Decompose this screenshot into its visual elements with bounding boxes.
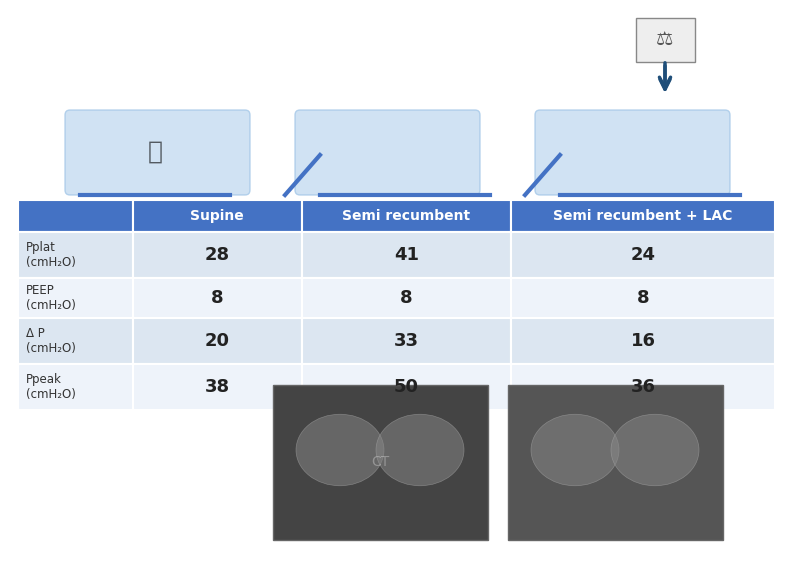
Ellipse shape	[376, 414, 464, 486]
FancyBboxPatch shape	[132, 232, 302, 278]
FancyBboxPatch shape	[132, 200, 302, 232]
FancyBboxPatch shape	[132, 278, 302, 318]
FancyBboxPatch shape	[18, 232, 132, 278]
Text: 38: 38	[204, 378, 230, 396]
Text: 33: 33	[394, 332, 419, 350]
Text: 8: 8	[637, 289, 649, 307]
Text: Δ P
(cmH₂O): Δ P (cmH₂O)	[26, 327, 76, 355]
FancyBboxPatch shape	[132, 318, 302, 364]
FancyBboxPatch shape	[295, 110, 480, 195]
Text: PEEP
(cmH₂O): PEEP (cmH₂O)	[26, 284, 76, 312]
FancyBboxPatch shape	[511, 200, 775, 232]
FancyBboxPatch shape	[18, 318, 132, 364]
Text: 41: 41	[394, 246, 419, 264]
Text: Pplat
(cmH₂O): Pplat (cmH₂O)	[26, 241, 76, 269]
Text: Semi recumbent + LAC: Semi recumbent + LAC	[554, 209, 733, 223]
FancyBboxPatch shape	[132, 364, 302, 410]
FancyBboxPatch shape	[302, 364, 511, 410]
Text: Supine: Supine	[190, 209, 244, 223]
Text: 20: 20	[204, 332, 230, 350]
FancyBboxPatch shape	[18, 200, 132, 232]
FancyBboxPatch shape	[18, 364, 132, 410]
FancyBboxPatch shape	[302, 232, 511, 278]
Text: CT: CT	[371, 455, 389, 469]
Ellipse shape	[531, 414, 619, 486]
FancyBboxPatch shape	[511, 364, 775, 410]
FancyBboxPatch shape	[511, 232, 775, 278]
FancyBboxPatch shape	[65, 110, 250, 195]
Text: Semi recumbent: Semi recumbent	[342, 209, 470, 223]
FancyBboxPatch shape	[273, 385, 488, 540]
Text: 8: 8	[400, 289, 413, 307]
Text: ⚖: ⚖	[657, 30, 674, 50]
FancyBboxPatch shape	[535, 110, 730, 195]
Ellipse shape	[611, 414, 699, 486]
Text: Ppeak
(cmH₂O): Ppeak (cmH₂O)	[26, 373, 76, 401]
Text: 50: 50	[394, 378, 419, 396]
FancyBboxPatch shape	[511, 278, 775, 318]
Text: 8: 8	[211, 289, 223, 307]
FancyBboxPatch shape	[302, 278, 511, 318]
FancyBboxPatch shape	[18, 278, 132, 318]
FancyBboxPatch shape	[511, 318, 775, 364]
FancyBboxPatch shape	[302, 318, 511, 364]
Text: 36: 36	[630, 378, 656, 396]
Ellipse shape	[296, 414, 384, 486]
Text: 🦴: 🦴	[147, 140, 162, 164]
FancyBboxPatch shape	[302, 200, 511, 232]
Text: 24: 24	[630, 246, 656, 264]
FancyBboxPatch shape	[508, 385, 723, 540]
Text: 28: 28	[204, 246, 230, 264]
Text: 16: 16	[630, 332, 656, 350]
FancyBboxPatch shape	[636, 18, 695, 62]
